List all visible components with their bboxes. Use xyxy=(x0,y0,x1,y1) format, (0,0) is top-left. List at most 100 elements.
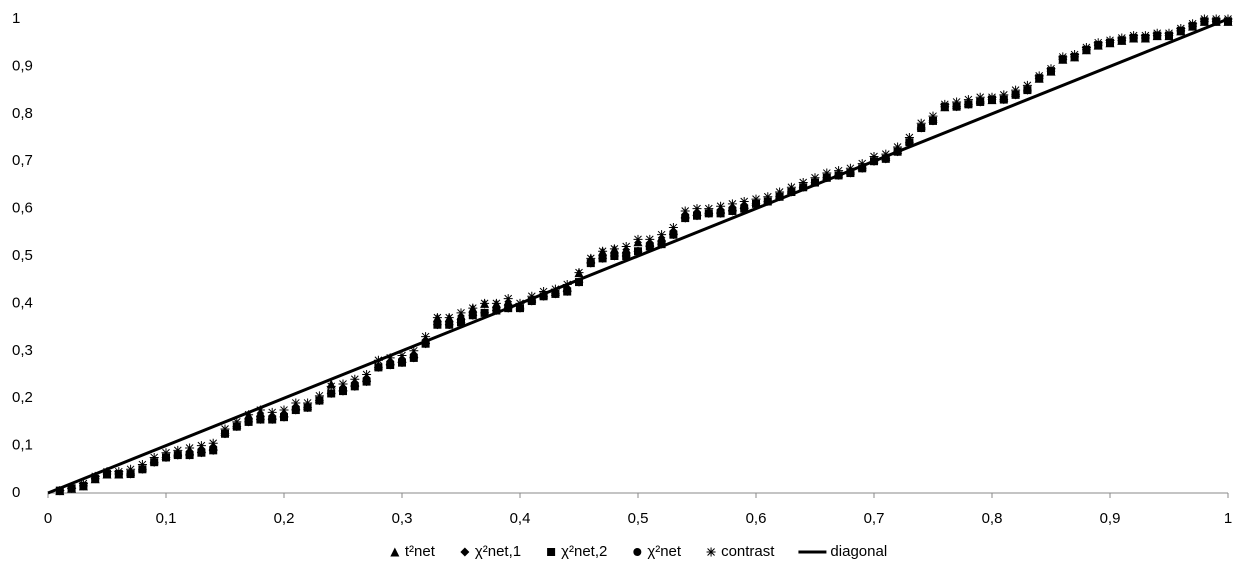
marker xyxy=(114,467,124,477)
marker xyxy=(444,313,454,323)
marker xyxy=(904,133,914,142)
y-tick-label: 0 xyxy=(12,484,20,501)
marker xyxy=(456,308,466,318)
marker xyxy=(90,471,100,481)
y-tick-label: 0,9 xyxy=(12,57,33,74)
marker xyxy=(539,287,549,297)
y-tick-label: 0,7 xyxy=(12,152,33,169)
marker xyxy=(78,479,88,489)
legend-label: χ²net,2 xyxy=(561,543,607,560)
marker xyxy=(480,308,489,317)
marker xyxy=(433,320,442,329)
marker xyxy=(161,448,171,458)
marker xyxy=(928,111,938,121)
marker xyxy=(244,410,254,420)
marker xyxy=(976,97,985,106)
marker xyxy=(350,374,360,384)
marker xyxy=(917,124,926,133)
marker xyxy=(987,92,997,102)
x-tick-label: 0,5 xyxy=(628,510,649,527)
marker xyxy=(468,311,477,320)
marker xyxy=(209,446,218,455)
marker xyxy=(621,242,631,252)
legend-symbol xyxy=(706,547,716,557)
marker xyxy=(845,163,855,173)
marker xyxy=(491,298,501,308)
marker xyxy=(149,452,159,462)
y-tick-label: 0,5 xyxy=(12,247,33,264)
legend-label: t²net xyxy=(405,543,436,560)
marker xyxy=(964,100,973,109)
x-tick-label: 0,4 xyxy=(510,510,531,527)
marker xyxy=(327,389,336,398)
marker xyxy=(362,370,372,379)
marker xyxy=(291,398,301,408)
marker xyxy=(786,182,796,192)
marker xyxy=(999,90,1009,100)
y-tick-label: 0,4 xyxy=(12,294,33,311)
marker xyxy=(1164,28,1174,38)
marker xyxy=(162,453,170,462)
marker xyxy=(138,465,147,474)
legend-symbol xyxy=(460,547,470,557)
marker xyxy=(704,209,713,218)
marker xyxy=(1117,33,1127,43)
marker xyxy=(385,353,395,363)
marker xyxy=(586,253,596,263)
marker xyxy=(409,353,418,362)
marker xyxy=(857,159,867,169)
marker xyxy=(740,204,749,213)
marker xyxy=(374,363,383,372)
marker xyxy=(326,381,336,391)
marker xyxy=(905,138,914,147)
marker xyxy=(1011,90,1020,99)
marker xyxy=(1188,19,1198,29)
marker xyxy=(952,97,962,107)
marker xyxy=(634,247,642,256)
legend-label: diagonal xyxy=(830,543,887,560)
marker xyxy=(633,234,643,244)
marker xyxy=(173,445,183,455)
marker xyxy=(999,95,1008,104)
marker xyxy=(503,294,513,304)
legend-symbol xyxy=(633,548,642,556)
marker xyxy=(929,116,937,125)
marker xyxy=(221,429,229,438)
marker xyxy=(267,407,277,417)
marker xyxy=(609,244,619,254)
marker xyxy=(645,242,654,251)
marker xyxy=(102,467,112,477)
marker xyxy=(657,230,667,240)
marker xyxy=(126,464,136,474)
marker xyxy=(244,417,253,426)
y-tick-label: 0,3 xyxy=(12,342,33,359)
marker xyxy=(1070,50,1080,60)
marker xyxy=(775,187,785,197)
x-tick-label: 0,2 xyxy=(274,510,295,527)
marker xyxy=(751,194,761,204)
marker xyxy=(692,204,702,214)
marker xyxy=(598,246,608,256)
legend-label: χ²net,1 xyxy=(475,543,521,560)
y-tick-label: 0,1 xyxy=(12,437,33,454)
marker xyxy=(279,405,289,415)
marker xyxy=(834,166,844,176)
marker xyxy=(303,403,312,412)
marker xyxy=(763,192,773,202)
marker xyxy=(255,405,265,415)
marker xyxy=(457,318,465,327)
marker xyxy=(527,291,537,301)
marker xyxy=(397,351,407,361)
x-tick-label: 0,9 xyxy=(1100,510,1121,527)
x-tick-label: 0,7 xyxy=(864,510,885,527)
marker xyxy=(303,398,313,408)
marker xyxy=(669,230,678,239)
marker xyxy=(1046,64,1056,74)
marker xyxy=(185,443,195,453)
marker xyxy=(1034,71,1044,81)
marker xyxy=(1176,23,1186,33)
x-tick-label: 0 xyxy=(44,510,52,527)
marker xyxy=(409,346,419,356)
marker xyxy=(940,99,950,109)
